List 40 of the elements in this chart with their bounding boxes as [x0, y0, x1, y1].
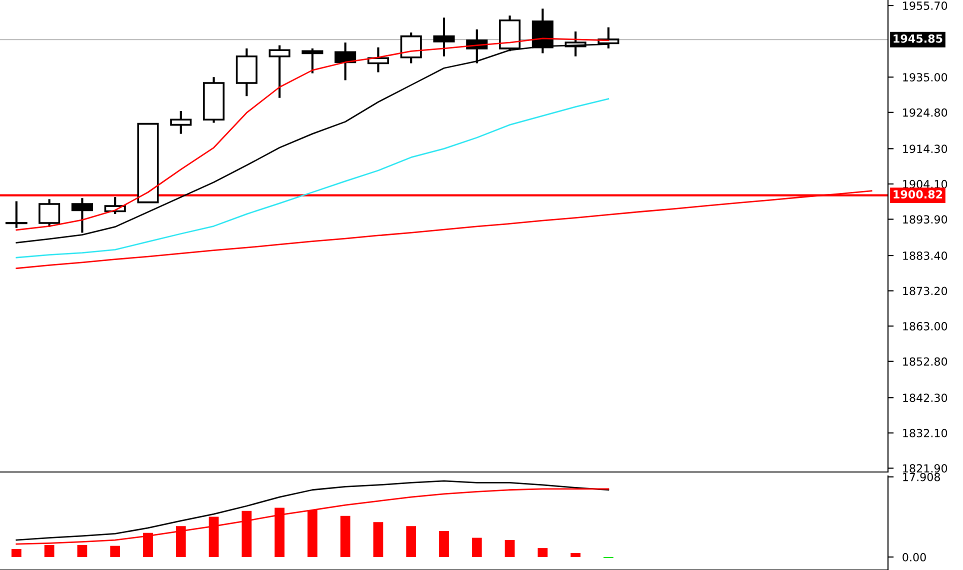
y-tick-label: 17.908	[903, 472, 940, 482]
candlestick	[268, 44, 290, 99]
y-tick-label: 1863.00	[903, 322, 948, 330]
candlestick	[38, 198, 60, 228]
bar	[406, 526, 416, 558]
line-series	[16, 480, 610, 541]
candlestick	[170, 110, 192, 135]
candlestick	[367, 46, 389, 74]
y-tick-label: 1842.30	[903, 394, 948, 402]
y-tick-label: 1935.00	[903, 73, 948, 82]
candlestick	[71, 197, 93, 234]
y-tick-label: 1924.80	[903, 108, 948, 117]
candlestick	[433, 16, 455, 58]
bar	[110, 546, 120, 558]
y-tick-label: 1852.80	[903, 357, 948, 366]
y-tick-label: 1883.40	[903, 252, 948, 260]
candlestick	[302, 47, 324, 74]
y-tick-label: 1821.90	[903, 464, 948, 473]
y-tick-label: 1955.70	[903, 2, 948, 10]
candlestick	[6, 200, 28, 229]
bar	[373, 522, 384, 558]
y-tick-label: 1832.10	[903, 428, 948, 438]
bar	[12, 548, 22, 558]
bar	[472, 538, 482, 558]
bar	[340, 516, 350, 558]
bar	[77, 544, 88, 558]
bar	[504, 540, 515, 558]
bar	[570, 552, 580, 558]
y-tick-label: 1873.20	[903, 286, 948, 296]
y-tick-label: 1893.90	[903, 215, 948, 224]
y-tick-label: 0.00	[902, 552, 926, 562]
line-series	[16, 98, 610, 258]
bar	[439, 531, 449, 558]
y-tick-label: 1904.10	[903, 180, 948, 188]
ref-line-label: 1945.85	[894, 34, 942, 43]
ref-line-label: 1900.82	[894, 190, 942, 199]
bar	[538, 548, 548, 558]
y-tick-label: 1914.30	[903, 144, 948, 154]
candlestick	[400, 31, 422, 64]
candlestick	[334, 41, 356, 82]
